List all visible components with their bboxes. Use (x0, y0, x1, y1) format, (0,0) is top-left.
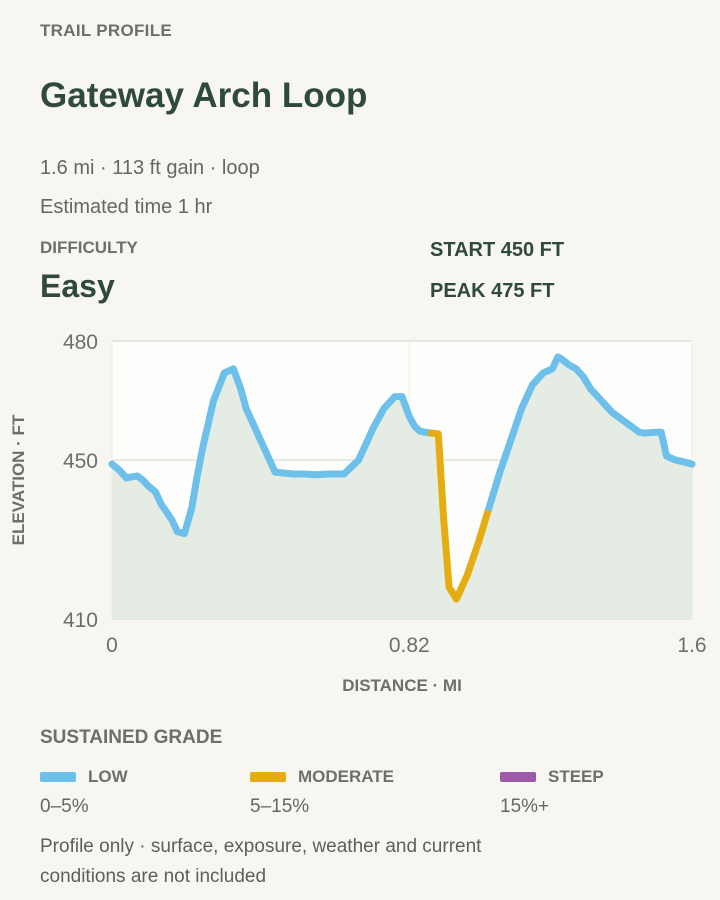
legend-range-moderate: 5–15% (250, 796, 310, 817)
y-tick-label-0: 410 (63, 609, 98, 632)
x-tick-labels: 0 0.82 1.6 (106, 634, 706, 657)
legend-swatch-low (40, 772, 76, 782)
profile-segment-low-2 (485, 353, 696, 512)
legend-label-steep: STEEP (548, 767, 604, 786)
legend-label-moderate: MODERATE (298, 767, 395, 786)
elevation-area (112, 356, 692, 619)
y-tick-label-2: 480 (63, 331, 98, 354)
y-tick-labels: 410 450 480 (63, 331, 98, 632)
legend-swatch-moderate (250, 772, 286, 782)
x-tick-label-1: 0.82 (389, 634, 430, 657)
profile-segment-low-0 (108, 365, 435, 538)
estimated-time: Estimated time 1 hr (40, 196, 213, 218)
start-elevation: START 450 FT (430, 239, 565, 261)
legend-swatch-steep (500, 772, 536, 782)
legend-range-steep: 15%+ (500, 796, 550, 817)
trail-summary: 1.6 mi · 113 ft gain · loop (40, 157, 260, 179)
peak-elevation: PEAK 475 FT (430, 280, 555, 302)
x-tick-label-2: 1.6 (677, 634, 706, 657)
trail-title: Gateway Arch Loop (40, 76, 368, 115)
x-axis-label: DISTANCE · MI (342, 676, 462, 695)
elevation-chart: 410 450 480 0 0.82 1.6 ELEVATION · FT DISTAN… (9, 331, 707, 695)
legend-label-low: LOW (88, 767, 128, 786)
legend-range-low: 0–5% (40, 796, 89, 817)
footnote: Profile only · surface, exposure, weathe… (40, 836, 482, 887)
difficulty-label: DIFFICULTY (40, 238, 138, 257)
y-axis-label: ELEVATION · FT (9, 414, 28, 545)
eyebrow-label: TRAIL PROFILE (40, 21, 173, 40)
legend-title: SUSTAINED GRADE (40, 727, 223, 748)
x-tick-label-0: 0 (106, 634, 118, 657)
profile-lines (108, 353, 696, 603)
y-tick-label-1: 450 (63, 450, 98, 473)
profile-segment-moderate-1 (427, 429, 493, 603)
difficulty-value: Easy (40, 268, 115, 304)
